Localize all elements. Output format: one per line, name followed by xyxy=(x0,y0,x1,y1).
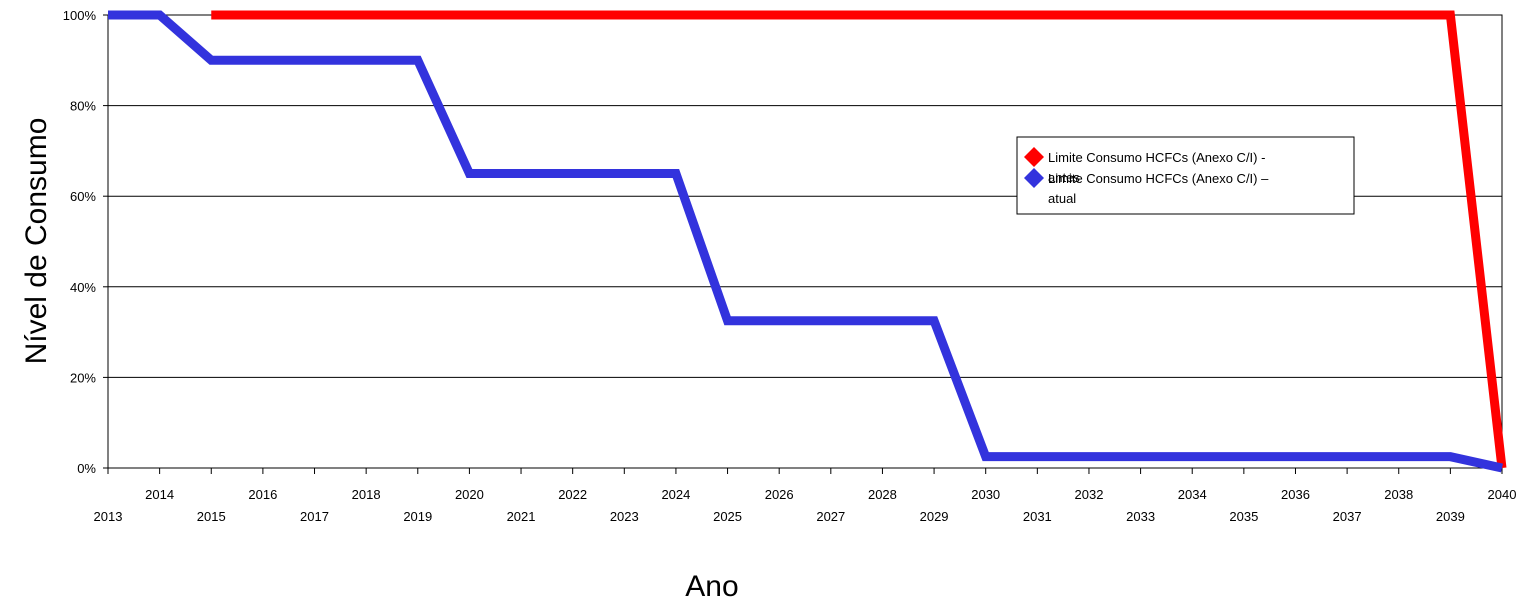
x-tick-label: 2032 xyxy=(1075,487,1104,502)
x-tick-label: 2036 xyxy=(1281,487,1310,502)
y-tick-label: 0% xyxy=(77,461,96,476)
legend-label-1: antes xyxy=(1048,170,1080,185)
legend-label-2: Limite Consumo HCFCs (Anexo C/I) – xyxy=(1048,171,1269,186)
x-axis-title: Ano xyxy=(685,570,738,600)
x-tick-label: 2019 xyxy=(403,509,432,524)
legend-marker-2 xyxy=(1024,168,1044,188)
series-lines xyxy=(108,10,1507,473)
x-tick-label: 2030 xyxy=(971,487,1000,502)
y-tick-label: 60% xyxy=(70,189,96,204)
y-tick-labels: 0% 20% 40% 60% 80% 100% xyxy=(63,8,97,476)
legend-box xyxy=(1016,136,1355,215)
x-tick-label: 2020 xyxy=(455,487,484,502)
x-tick-labels: 2013 2014 2015 2016 2017 2018 2019 2020 2021 2022… xyxy=(94,487,1517,524)
x-tick-label: 2015 xyxy=(197,509,226,524)
x-tick-label: 2026 xyxy=(765,487,794,502)
legend-label-2: atual xyxy=(1048,191,1076,206)
x-tick-label: 2033 xyxy=(1126,509,1155,524)
x-tick-label: 2028 xyxy=(868,487,897,502)
x-tick-label: 2040 xyxy=(1488,487,1517,502)
series-line-2 xyxy=(108,10,1503,473)
x-tick-label: 2021 xyxy=(507,509,536,524)
legend: Limite Consumo HCFCs (Anexo C/I) - antesL… xyxy=(1016,136,1355,215)
x-tick-label: 2037 xyxy=(1333,509,1362,524)
x-tick-label: 2014 xyxy=(145,487,174,502)
x-tick-label: 2039 xyxy=(1436,509,1465,524)
x-tick-label: 2024 xyxy=(661,487,690,502)
x-tick-label: 2025 xyxy=(713,509,742,524)
series-line-1 xyxy=(211,10,1507,469)
y-axis-title: Nível de Consumo xyxy=(20,118,53,365)
x-tick-label: 2029 xyxy=(920,509,949,524)
x-tick-label: 2022 xyxy=(558,487,587,502)
x-tick-label: 2023 xyxy=(610,509,639,524)
axes xyxy=(103,14,1503,474)
x-tick-label: 2034 xyxy=(1178,487,1207,502)
legend-marker-1 xyxy=(1024,147,1044,167)
x-tick-label: 2031 xyxy=(1023,509,1052,524)
x-tick-label: 2017 xyxy=(300,509,329,524)
y-tick-label: 80% xyxy=(70,99,96,114)
x-tick-label: 2018 xyxy=(352,487,381,502)
plot-frame xyxy=(107,14,1503,469)
x-tick-label: 2035 xyxy=(1229,509,1258,524)
x-tick-label: 2038 xyxy=(1384,487,1413,502)
x-tick-label: 2016 xyxy=(248,487,277,502)
x-tick-label: 2013 xyxy=(94,509,123,524)
y-tick-label: 20% xyxy=(70,370,96,385)
y-tick-label: 100% xyxy=(63,8,97,23)
y-tick-label: 40% xyxy=(70,280,96,295)
legend-label-1: Limite Consumo HCFCs (Anexo C/I) - xyxy=(1048,150,1265,165)
x-tick-label: 2027 xyxy=(816,509,845,524)
